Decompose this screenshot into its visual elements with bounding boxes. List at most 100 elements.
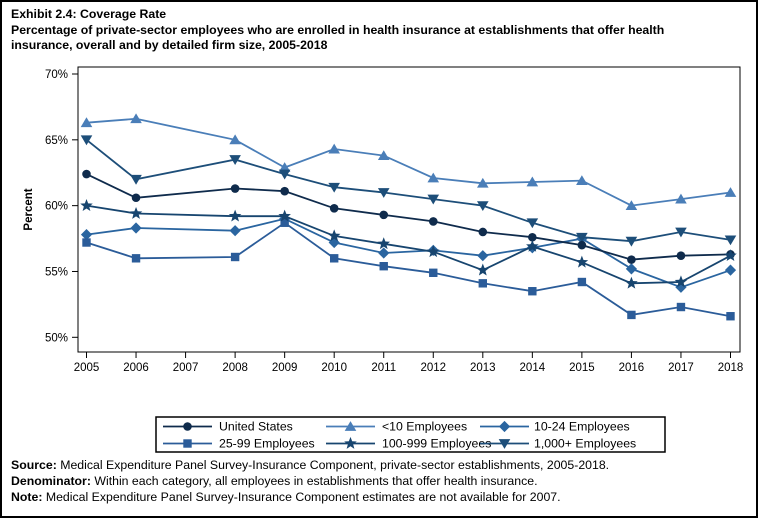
circle-marker bbox=[676, 251, 686, 260]
triangle-down-marker bbox=[427, 194, 440, 205]
footnote-denominator-label: Denominator: bbox=[11, 474, 91, 488]
y-tick-label: 70% bbox=[45, 69, 68, 81]
chart-subtitle-line1: Percentage of private-sector employees w… bbox=[11, 22, 665, 37]
star-marker bbox=[377, 237, 391, 250]
y-axis-title: Percent bbox=[23, 188, 35, 230]
footnote-source-text: Medical Expenditure Panel Survey-Insuran… bbox=[56, 458, 610, 472]
footnote-source-label: Source: bbox=[11, 458, 57, 472]
circle-marker bbox=[280, 186, 289, 196]
x-tick-label: 2011 bbox=[371, 362, 396, 374]
diamond-marker bbox=[625, 263, 638, 275]
triangle-up-marker bbox=[724, 187, 737, 197]
legend-label: United States bbox=[219, 420, 293, 434]
triangle-up-marker bbox=[625, 200, 638, 211]
legend-label: 10-24 Employees bbox=[534, 420, 630, 434]
diamond-marker bbox=[328, 236, 340, 249]
series-10-24-employees bbox=[80, 213, 737, 293]
y-tick-label: 50% bbox=[45, 332, 68, 344]
circle-marker bbox=[478, 227, 488, 237]
circle-marker bbox=[428, 217, 438, 226]
star-marker bbox=[327, 229, 341, 242]
x-tick-label: 2006 bbox=[123, 362, 149, 374]
y-tick-label: 55% bbox=[45, 266, 68, 278]
legend-item-united-states: United States bbox=[163, 420, 293, 434]
square-marker bbox=[429, 268, 438, 277]
legend-item-25-99-employees: 25-99 Employees bbox=[163, 437, 315, 451]
square-marker bbox=[280, 218, 289, 227]
triangle-down-marker bbox=[229, 155, 241, 165]
star-marker bbox=[625, 276, 638, 289]
star-marker bbox=[426, 245, 440, 258]
circle-marker bbox=[82, 169, 91, 179]
diamond-marker bbox=[80, 229, 93, 241]
footnote-denominator: Denominator: Within each category, all e… bbox=[11, 473, 751, 489]
x-tick-label: 2010 bbox=[321, 362, 347, 374]
star-marker bbox=[80, 199, 93, 211]
circle-marker bbox=[230, 184, 240, 193]
x-tick-label: 2008 bbox=[222, 362, 248, 374]
legend-item-100-999-employees: 100-999 Employees bbox=[326, 437, 491, 451]
series-line bbox=[86, 217, 731, 289]
star-marker bbox=[724, 249, 737, 262]
chart-title-block: Exhibit 2.4: Coverage Rate Percentage of… bbox=[11, 7, 751, 54]
triangle-up-marker bbox=[328, 143, 340, 154]
triangle-up-marker bbox=[526, 176, 539, 187]
triangle-up-marker bbox=[427, 172, 440, 183]
series-100-999-employees bbox=[80, 199, 737, 289]
y-tick-label: 65% bbox=[45, 135, 68, 147]
triangle-down-marker bbox=[625, 236, 638, 247]
legend-label: 1,000+ Employees bbox=[534, 437, 636, 451]
square-marker bbox=[131, 254, 141, 263]
legend-item-10-24-employees: 10-24 Employees bbox=[480, 420, 630, 434]
x-tick-label: 2015 bbox=[569, 362, 595, 374]
series-united-states bbox=[82, 169, 735, 264]
footnote-note-text: Medical Expenditure Panel Survey-Insuran… bbox=[42, 490, 561, 504]
diamond-marker bbox=[498, 420, 511, 433]
triangle-up-marker bbox=[278, 162, 291, 172]
series-line bbox=[85, 139, 731, 243]
star-marker bbox=[129, 206, 143, 219]
triangle-up-marker bbox=[477, 177, 489, 188]
star-marker bbox=[476, 263, 490, 276]
square-marker bbox=[478, 279, 488, 288]
triangle-down-marker bbox=[130, 174, 142, 185]
legend-item-1-000-employees: 1,000+ Employees bbox=[480, 437, 636, 451]
circle-marker bbox=[183, 422, 192, 431]
triangle-up-marker bbox=[130, 113, 142, 124]
y-tick-label: 60% bbox=[45, 201, 68, 213]
triangle-down-marker bbox=[477, 201, 489, 212]
diamond-marker bbox=[378, 247, 390, 259]
square-marker bbox=[726, 312, 735, 321]
triangle-down-marker bbox=[278, 169, 291, 180]
series-line bbox=[86, 173, 731, 261]
triangle-down-marker bbox=[377, 188, 390, 198]
x-tick-label: 2018 bbox=[718, 362, 744, 374]
legend-item-10-employees: <10 Employees bbox=[326, 420, 467, 434]
footnotes: Source: Medical Expenditure Panel Survey… bbox=[11, 457, 751, 505]
square-marker bbox=[183, 439, 192, 448]
legend: United States <10 Employees 10-24 Employee… bbox=[155, 416, 666, 453]
triangle-down-marker bbox=[526, 218, 539, 229]
circle-marker bbox=[379, 210, 389, 220]
x-tick-label: 2005 bbox=[74, 362, 100, 374]
series-10-employees bbox=[80, 113, 737, 211]
triangle-down-marker bbox=[328, 182, 340, 193]
star-marker bbox=[344, 436, 357, 449]
triangle-up-marker bbox=[80, 117, 93, 128]
triangle-down-marker bbox=[576, 232, 588, 243]
x-tick-label: 2016 bbox=[619, 362, 645, 374]
star-marker bbox=[278, 209, 291, 222]
diamond-marker bbox=[477, 250, 489, 262]
legend-label: 25-99 Employees bbox=[219, 437, 315, 451]
square-marker bbox=[82, 238, 91, 247]
square-marker bbox=[627, 310, 636, 320]
x-tick-label: 2014 bbox=[520, 362, 546, 374]
diamond-marker bbox=[130, 222, 142, 234]
circle-marker bbox=[131, 193, 141, 203]
footnote-note: Note: Medical Expenditure Panel Survey-I… bbox=[11, 489, 751, 505]
triangle-down-marker bbox=[498, 439, 511, 449]
diamond-marker bbox=[229, 225, 241, 237]
axes: 50% 55% 60% 65% 70% Percent 2005 2006 2007 2008 20… bbox=[23, 66, 744, 374]
x-tick-label: 2009 bbox=[272, 362, 298, 374]
